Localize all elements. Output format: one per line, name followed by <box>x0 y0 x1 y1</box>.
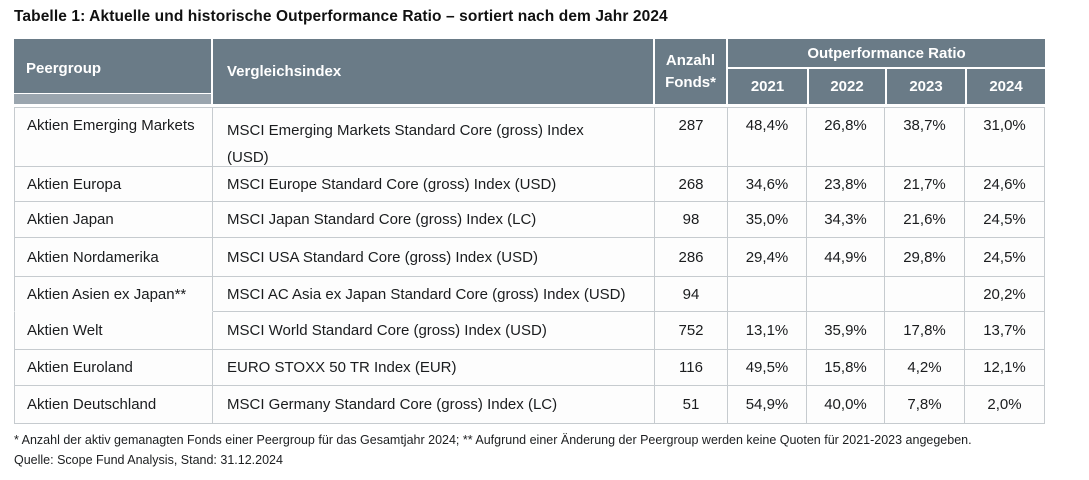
table-row: Aktien Welt MSCI World Standard Core (gr… <box>14 312 1045 350</box>
cell-peergroup: Aktien Japan <box>14 202 213 238</box>
cell-ratio-2022: 35,9% <box>807 312 885 350</box>
cell-vergleichsindex: MSCI Emerging Markets Standard Core (gro… <box>213 107 655 167</box>
cell-peergroup: Aktien Welt <box>14 312 213 350</box>
peergroup-header-bg <box>14 39 211 93</box>
cell-ratio-2024: 13,7% <box>965 312 1045 350</box>
table-header: Peergroup Vergleichsindex Anzahl Fonds* … <box>14 39 1045 104</box>
cell-anzahl-fonds: 268 <box>655 167 728 202</box>
cell-ratio-2024: 24,6% <box>965 167 1045 202</box>
cell-ratio-2023: 21,6% <box>885 202 965 238</box>
table-row: Aktien Japan MSCI Japan Standard Core (g… <box>14 202 1045 238</box>
table-row: Aktien Deutschland MSCI Germany Standard… <box>14 386 1045 424</box>
cell-vergleichsindex: MSCI USA Standard Core (gross) Index (US… <box>213 238 655 277</box>
cell-anzahl-fonds: 51 <box>655 386 728 424</box>
footnote-source: Quelle: Scope Fund Analysis, Stand: 31.1… <box>14 453 283 467</box>
cell-ratio-2021: 54,9% <box>728 386 807 424</box>
cell-ratio-2021: 49,5% <box>728 350 807 386</box>
header-body-gap <box>14 104 1045 107</box>
cell-ratio-2023 <box>885 277 965 312</box>
column-header-anzahl-fonds: Anzahl Fonds* <box>655 39 728 104</box>
cell-ratio-2023: 17,8% <box>885 312 965 350</box>
cell-peergroup: Aktien Asien ex Japan** <box>14 277 213 312</box>
cell-ratio-2021: 29,4% <box>728 238 807 277</box>
table-row: Aktien Euroland EURO STOXX 50 TR Index (… <box>14 350 1045 386</box>
cell-anzahl-fonds: 116 <box>655 350 728 386</box>
column-group-outperformance-ratio: Outperformance Ratio 2021 2022 2023 2024 <box>728 39 1045 104</box>
column-header-2024: 2024 <box>965 69 1045 104</box>
column-header-2023: 2023 <box>885 69 965 104</box>
table-title: Tabelle 1: Aktuelle und historische Outp… <box>14 8 668 25</box>
cell-ratio-2022 <box>807 277 885 312</box>
page: Tabelle 1: Aktuelle und historische Outp… <box>0 8 1089 480</box>
year-header-row: 2021 2022 2023 2024 <box>728 69 1045 104</box>
cell-vergleichsindex: MSCI AC Asia ex Japan Standard Core (gro… <box>213 277 655 312</box>
cell-ratio-2021 <box>728 277 807 312</box>
table-body: Aktien Emerging Markets MSCI Emerging Ma… <box>14 107 1045 424</box>
peergroup-header-strip <box>14 94 211 104</box>
outperformance-table: Peergroup Vergleichsindex Anzahl Fonds* … <box>14 39 1045 424</box>
column-header-2021: 2021 <box>728 69 807 104</box>
cell-ratio-2024: 2,0% <box>965 386 1045 424</box>
footnotes: * Anzahl der aktiv gemanagten Fonds eine… <box>14 430 1089 470</box>
cell-ratio-2024: 31,0% <box>965 107 1045 167</box>
column-header-vergleichsindex: Vergleichsindex <box>213 39 655 104</box>
cell-ratio-2023: 29,8% <box>885 238 965 277</box>
footnote-asterisks: * Anzahl der aktiv gemanagten Fonds eine… <box>14 433 972 447</box>
cell-anzahl-fonds: 287 <box>655 107 728 167</box>
cell-ratio-2021: 13,1% <box>728 312 807 350</box>
column-header-2022: 2022 <box>807 69 885 104</box>
cell-peergroup: Aktien Deutschland <box>14 386 213 424</box>
cell-ratio-2024: 24,5% <box>965 202 1045 238</box>
cell-ratio-2024: 24,5% <box>965 238 1045 277</box>
column-header-peergroup-label: Peergroup <box>26 59 102 77</box>
cell-ratio-2022: 44,9% <box>807 238 885 277</box>
cell-ratio-2022: 26,8% <box>807 107 885 167</box>
cell-vergleichsindex: MSCI Germany Standard Core (gross) Index… <box>213 386 655 424</box>
cell-peergroup: Aktien Euroland <box>14 350 213 386</box>
table-row: Aktien Asien ex Japan** MSCI AC Asia ex … <box>14 277 1045 312</box>
group-header-outperformance-ratio: Outperformance Ratio <box>728 39 1045 69</box>
cell-vergleichsindex: MSCI Europe Standard Core (gross) Index … <box>213 167 655 202</box>
table-row: Aktien Emerging Markets MSCI Emerging Ma… <box>14 107 1045 167</box>
cell-vergleichsindex: MSCI Japan Standard Core (gross) Index (… <box>213 202 655 238</box>
cell-ratio-2022: 34,3% <box>807 202 885 238</box>
cell-ratio-2021: 34,6% <box>728 167 807 202</box>
cell-vergleichsindex: MSCI World Standard Core (gross) Index (… <box>213 312 655 350</box>
cell-peergroup: Aktien Europa <box>14 167 213 202</box>
cell-ratio-2022: 40,0% <box>807 386 885 424</box>
column-header-peergroup: Peergroup <box>14 39 213 104</box>
cell-ratio-2021: 48,4% <box>728 107 807 167</box>
cell-anzahl-fonds: 286 <box>655 238 728 277</box>
cell-ratio-2021: 35,0% <box>728 202 807 238</box>
cell-ratio-2023: 38,7% <box>885 107 965 167</box>
cell-ratio-2024: 12,1% <box>965 350 1045 386</box>
cell-ratio-2022: 23,8% <box>807 167 885 202</box>
cell-ratio-2022: 15,8% <box>807 350 885 386</box>
cell-peergroup: Aktien Emerging Markets <box>14 107 213 167</box>
peergroup-header-divider <box>14 93 211 94</box>
cell-ratio-2024: 20,2% <box>965 277 1045 312</box>
cell-peergroup: Aktien Nordamerika <box>14 238 213 277</box>
cell-anzahl-fonds: 98 <box>655 202 728 238</box>
cell-anzahl-fonds: 752 <box>655 312 728 350</box>
table-row: Aktien Nordamerika MSCI USA Standard Cor… <box>14 238 1045 277</box>
cell-ratio-2023: 4,2% <box>885 350 965 386</box>
cell-ratio-2023: 7,8% <box>885 386 965 424</box>
cell-vergleichsindex: EURO STOXX 50 TR Index (EUR) <box>213 350 655 386</box>
cell-anzahl-fonds: 94 <box>655 277 728 312</box>
table-row: Aktien Europa MSCI Europe Standard Core … <box>14 167 1045 202</box>
cell-ratio-2023: 21,7% <box>885 167 965 202</box>
